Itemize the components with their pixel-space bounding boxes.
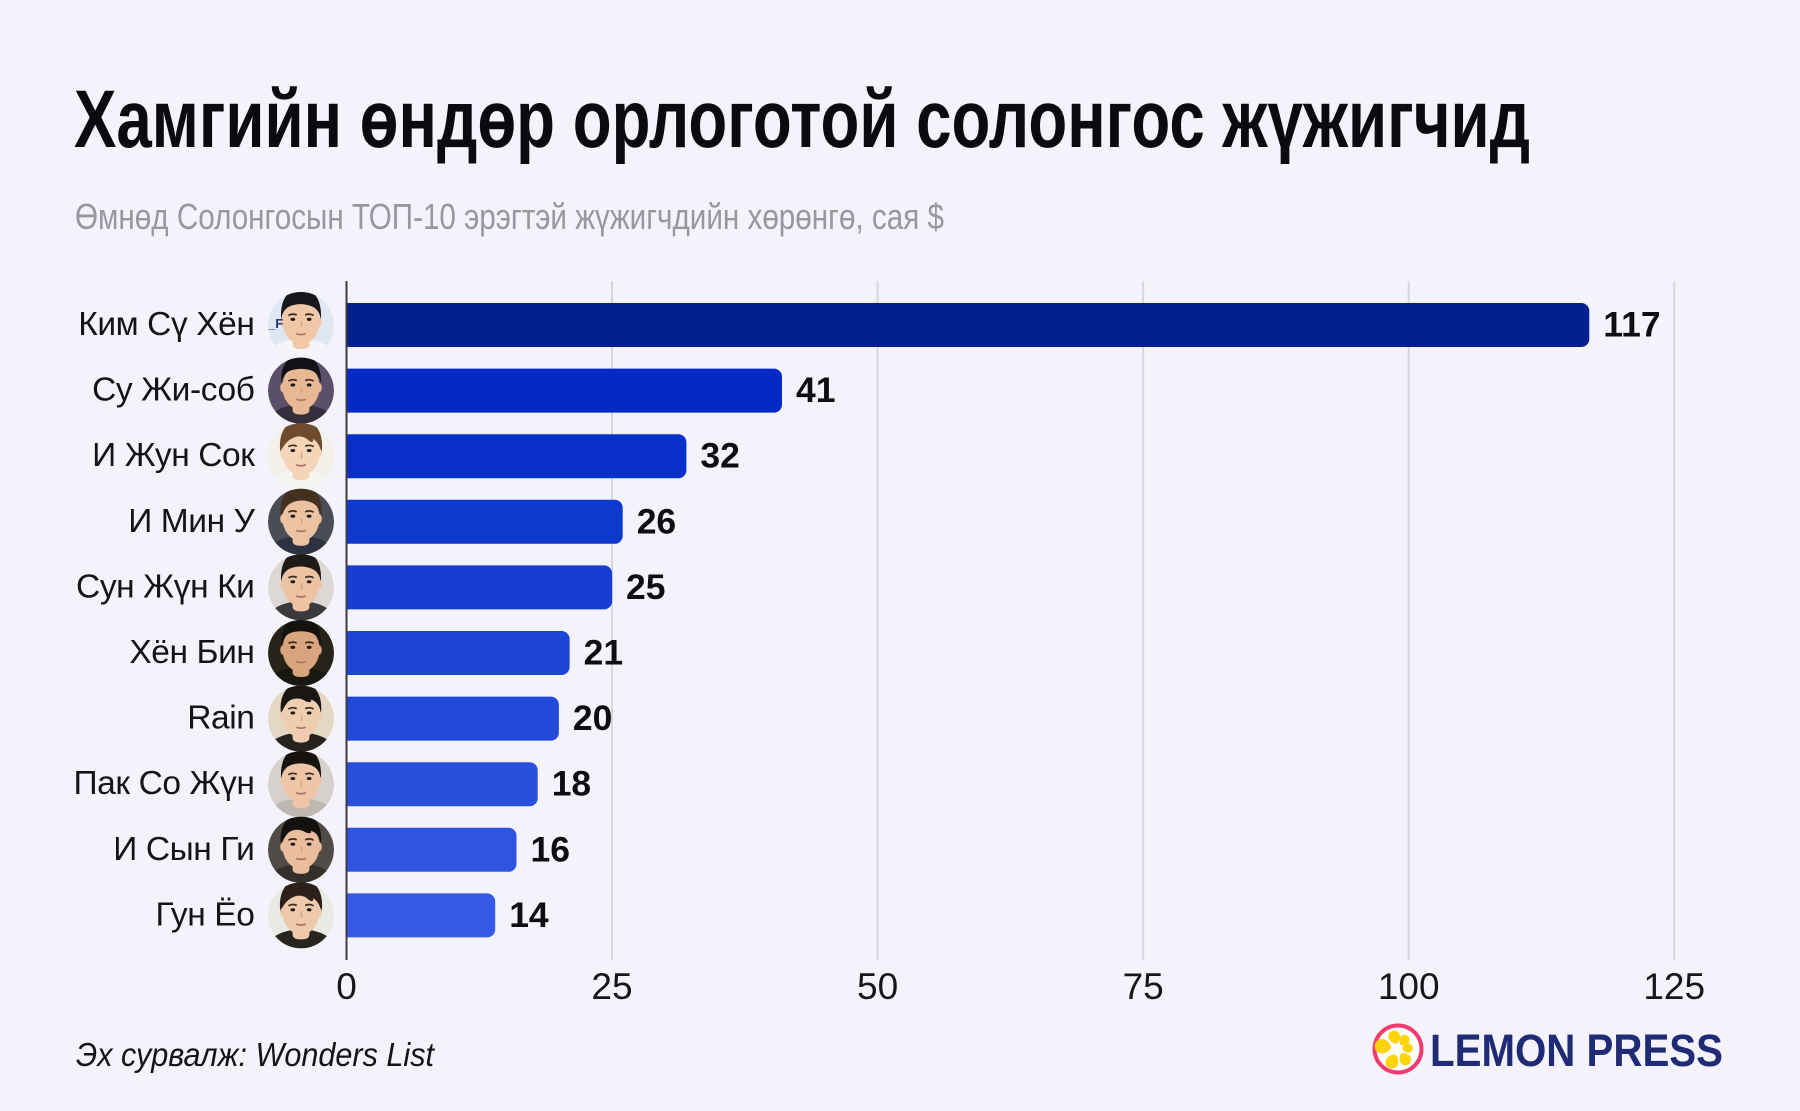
svg-text:125: 125 [1643,966,1705,1007]
svg-text:Өмнөд Солонгосын ТОП-10 эрэгтэ: Өмнөд Солонгосын ТОП-10 эрэгтэй жүжигчди… [75,196,944,237]
svg-text:18: 18 [552,764,592,804]
svg-text:100: 100 [1378,966,1440,1007]
svg-text:Хамгийн өндөр орлоготой солонг: Хамгийн өндөр орлоготой солонгос жүжигчи… [74,74,1530,165]
svg-text:50: 50 [857,966,898,1007]
svg-text:26: 26 [637,501,677,541]
svg-text:Хён Бин: Хён Бин [129,634,254,671]
svg-text:Гун Ёо: Гун Ёо [155,896,254,933]
svg-text:И Жун Сок: И Жун Сок [92,437,255,474]
svg-text:41: 41 [796,370,836,410]
svg-text:_F: _F [267,316,283,331]
svg-text:75: 75 [1123,966,1164,1007]
svg-text:Ким Сү Хён: Ким Сү Хён [78,306,254,343]
svg-text:Су Жи-соб: Су Жи-соб [92,372,254,409]
svg-text:И Мин У: И Мин У [128,503,255,540]
svg-text:0: 0 [336,966,357,1007]
svg-text:117: 117 [1603,305,1660,345]
svg-text:25: 25 [626,567,666,607]
svg-text:Rain: Rain [187,700,254,737]
svg-text:Пак Со Жүн: Пак Со Жүн [74,765,255,802]
svg-text:20: 20 [573,698,613,738]
svg-text:16: 16 [531,829,571,869]
svg-text:32: 32 [700,436,740,476]
svg-text:25: 25 [591,966,632,1007]
svg-text:14: 14 [509,895,549,935]
svg-text:LEMON PRESS: LEMON PRESS [1430,1025,1723,1076]
svg-text:И Сын Ги: И Сын Ги [113,831,254,868]
svg-text:Эх сурвалж: Wonders List: Эх сурвалж: Wonders List [76,1037,436,1074]
svg-text:21: 21 [584,633,624,673]
svg-text:Сун Жүн Ки: Сун Жүн Ки [76,568,254,605]
